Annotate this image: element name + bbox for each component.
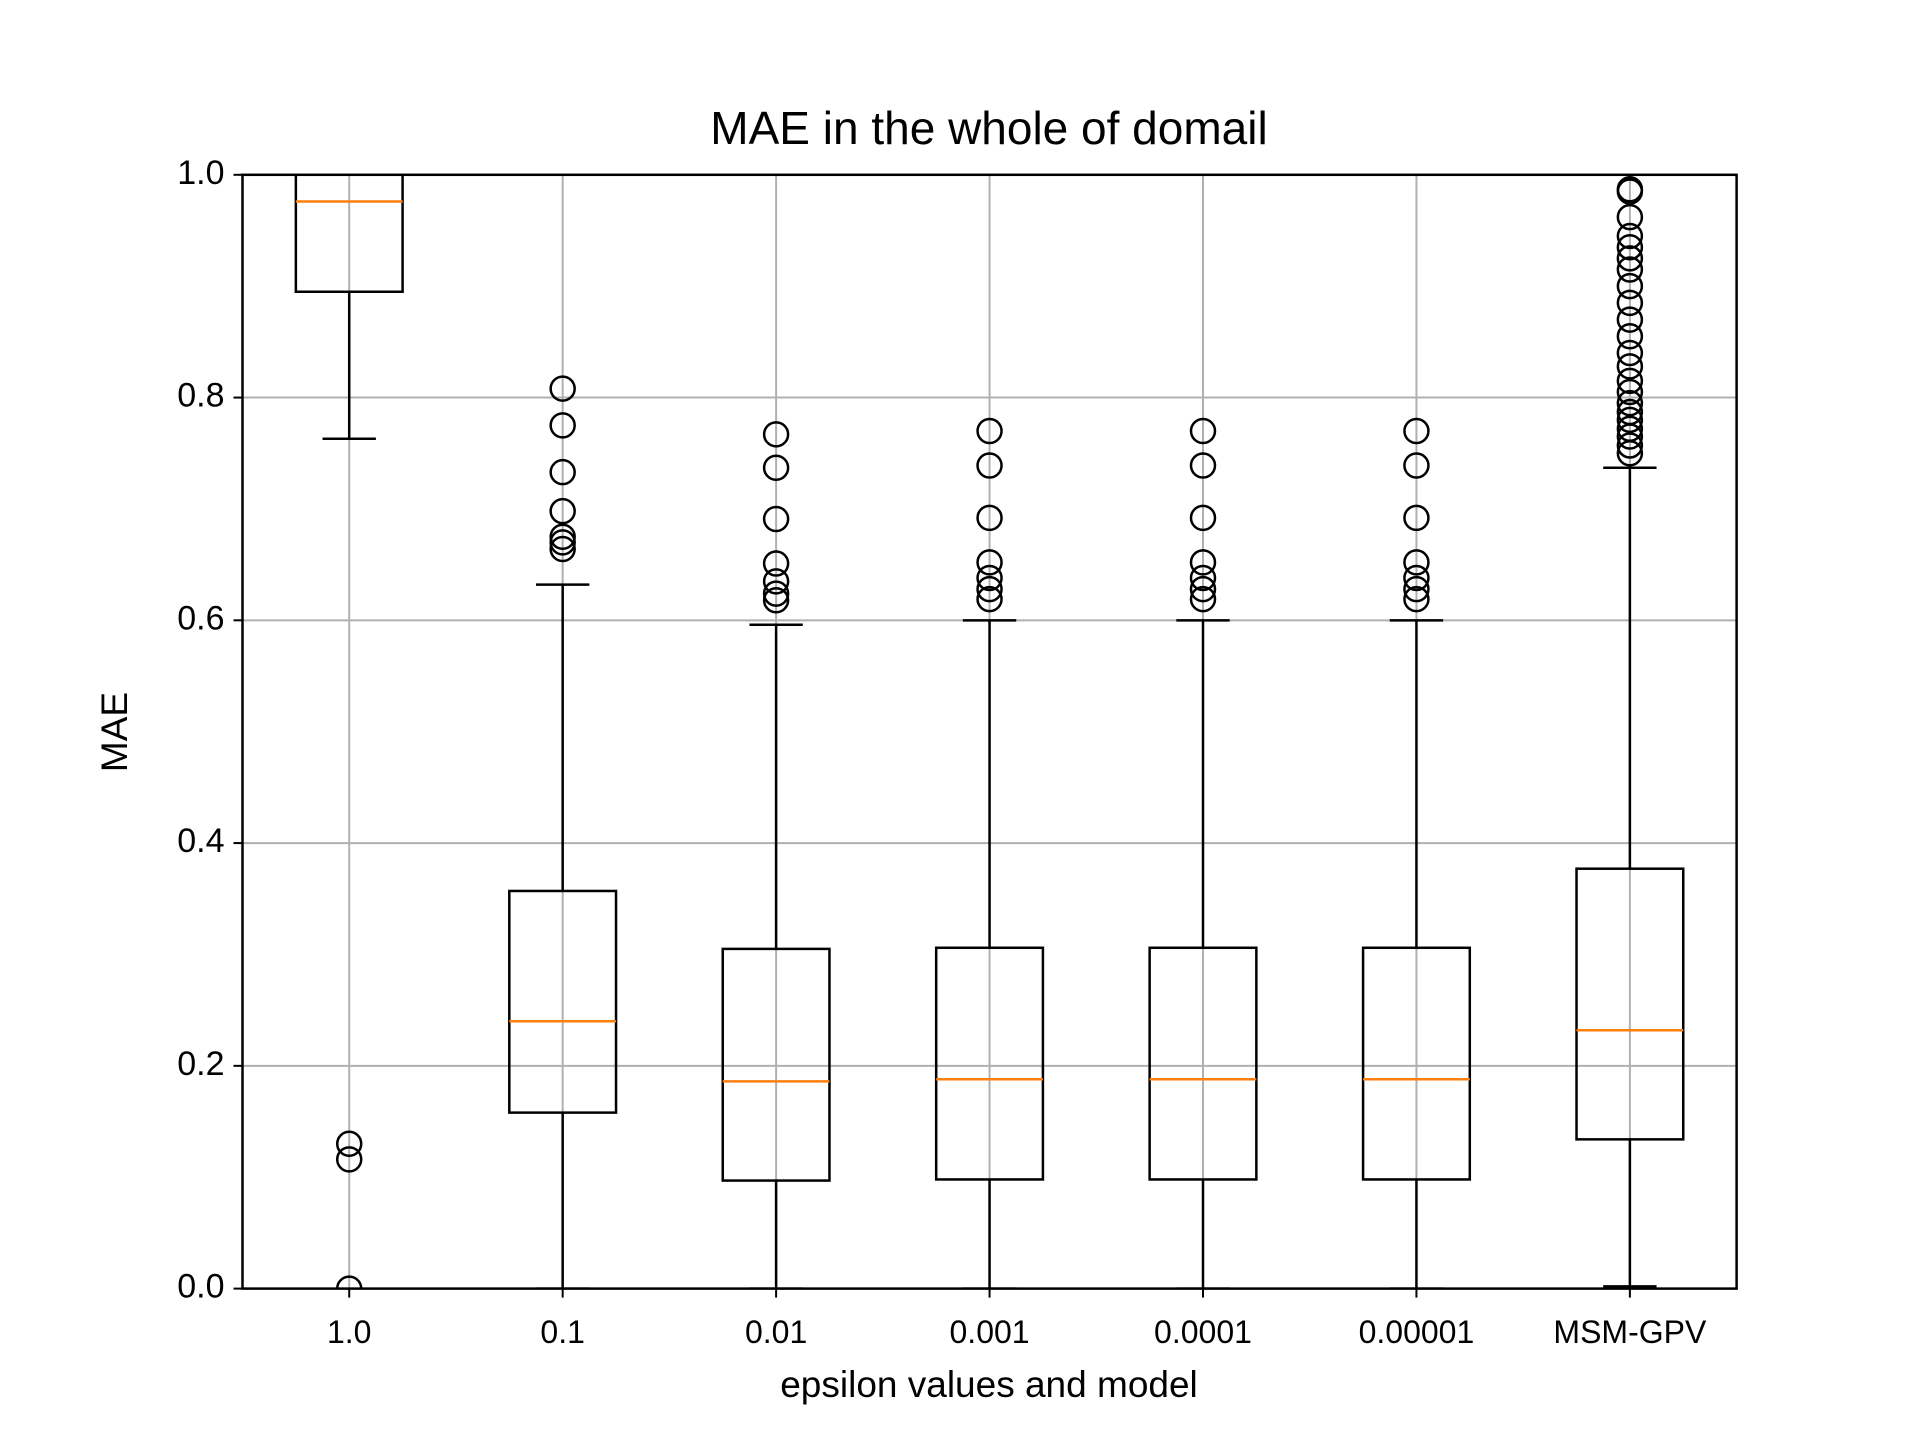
outlier [1616,415,1644,442]
outlier [976,417,1003,445]
outlier [1616,389,1644,417]
outlier [1616,378,1644,406]
outlier [1189,564,1217,592]
outlier [976,575,1003,603]
outlier [976,549,1003,576]
outlier [1616,203,1644,231]
axes: 0.0 0.2 0.4 0.6 0.8 1.0 1.0 0.1 0.01 0.001 0.0001 0… [177,154,1707,1350]
outlier [1189,417,1217,445]
x-tick-label: MSM-GPV [1553,1314,1707,1350]
y-tick-label: 1.0 [177,154,224,192]
y-tick-label: 0.8 [177,377,224,415]
box [934,946,1045,1181]
x-tick-label: 0.1 [540,1314,584,1350]
outlier [1616,398,1644,426]
box [721,947,831,1182]
outlier [1189,549,1217,576]
box [508,889,618,1114]
x-axis-label: epsilon values and model [780,1364,1198,1405]
outlier [1189,504,1217,532]
outlier [1616,245,1644,272]
outlier [762,587,790,614]
outlier [549,375,576,402]
x-tick-label: 0.001 [950,1314,1030,1350]
outlier [1189,452,1217,479]
outlier [1616,256,1644,283]
x-tick-label: 0.00001 [1359,1314,1475,1350]
x-tick-label: 1.0 [327,1314,371,1350]
outlier [1403,417,1430,445]
outlier [1403,575,1430,603]
outlier [762,505,790,533]
chart-title: MAE in the whole of domail [710,102,1267,154]
outlier [762,454,790,481]
outlier [762,568,790,595]
outlier [1616,323,1644,350]
outlier [976,504,1003,532]
outlier [1616,289,1644,317]
outlier [1403,549,1430,576]
outlier [1403,452,1430,479]
y-tick-label: 0.0 [177,1268,224,1306]
outlier [549,535,576,563]
outlier [762,550,790,577]
x-tick-label: 0.01 [745,1314,807,1350]
outlier [1616,306,1644,333]
outlier [549,412,576,439]
outlier [1616,353,1644,380]
box [1148,946,1258,1181]
y-tick-label: 0.2 [177,1045,224,1083]
outlier [976,564,1003,592]
box [1361,946,1472,1181]
outlier [1616,272,1644,300]
outlier [1616,176,1644,203]
y-tick-label: 0.6 [177,599,224,637]
outlier [762,580,790,607]
outlier [549,497,576,525]
outlier [1189,575,1217,603]
outlier [1403,564,1430,592]
outlier [1403,585,1430,613]
outlier [549,529,576,556]
y-axis-label: MAE [94,692,135,772]
outlier [335,1146,363,1173]
outlier [976,452,1003,479]
outlier [549,458,576,486]
x-tick-label: 0.0001 [1154,1314,1252,1350]
outlier [1616,222,1644,250]
outlier [1616,233,1644,261]
outlier [1616,432,1644,459]
outlier [976,585,1003,613]
box [1575,867,1685,1141]
outlier [1616,367,1644,395]
outlier [1616,339,1644,367]
box [294,174,404,293]
outlier [335,1130,363,1158]
outlier [1616,406,1644,434]
outlier [762,421,790,448]
outlier [1403,504,1430,532]
y-tick-label: 0.4 [177,822,224,860]
outlier [1189,585,1217,613]
